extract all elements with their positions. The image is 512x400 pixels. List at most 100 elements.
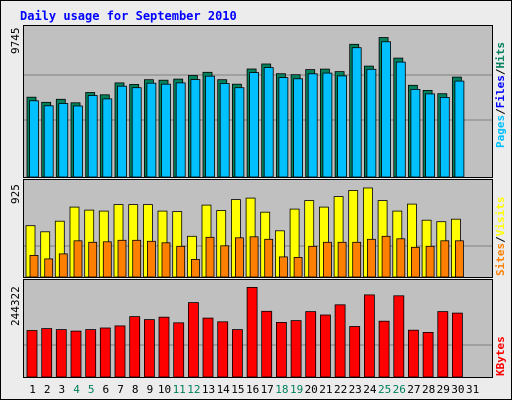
x-tick-label: 24 (363, 383, 377, 396)
sites-bar (206, 237, 214, 277)
kbytes-bar (379, 321, 389, 377)
sites-bar (103, 242, 111, 277)
files-bar (352, 48, 361, 177)
kbytes-bar (86, 330, 96, 377)
files-bar (88, 96, 97, 178)
legend-kbytes: KBytes (494, 336, 507, 376)
sites-bar (59, 254, 67, 277)
x-tick-label: 29 (437, 383, 450, 396)
x-tick-label: 9 (147, 383, 154, 396)
sites-bar (221, 246, 229, 277)
kbytes-bar (232, 330, 242, 377)
x-tick-label: 3 (58, 383, 65, 396)
x-tick-label: 22 (334, 383, 347, 396)
sites-bar (250, 237, 258, 277)
x-tick-label: 8 (132, 383, 139, 396)
kbytes-bar (159, 317, 169, 377)
sites-bar (89, 242, 97, 277)
kbytes-bar (27, 331, 37, 378)
sites-bar (441, 241, 449, 277)
x-tick-label: 14 (217, 383, 231, 396)
files-bar (279, 78, 288, 177)
files-bar (338, 76, 347, 177)
files-bar (206, 76, 215, 177)
files-bar (382, 42, 391, 177)
files-bar (103, 99, 112, 177)
kbytes-bar (394, 296, 404, 377)
svg-text:Pages/Files/Hits: Pages/Files/Hits (494, 42, 507, 148)
x-tick-label: 4 (73, 383, 80, 396)
kbytes-bar (276, 322, 286, 377)
sites-bar (426, 246, 434, 277)
legend-sites: Sites (494, 243, 507, 276)
kbytes-bar (42, 329, 52, 377)
x-tick-label: 23 (349, 383, 362, 396)
kbytes-bar (203, 318, 213, 377)
sites-bar (191, 259, 199, 277)
legend-mid: Sites/Visits (494, 197, 507, 277)
kbytes-bar (306, 312, 316, 377)
x-tick-label: 15 (231, 383, 244, 396)
sites-bar (118, 240, 126, 277)
x-tick-label: 10 (158, 383, 171, 396)
files-bar (455, 81, 464, 177)
kbytes-bar (71, 331, 81, 377)
legend-pages: Pages (494, 115, 507, 148)
x-tick-label: 19 (290, 383, 303, 396)
sites-bar (177, 246, 185, 277)
kbytes-bar (364, 295, 374, 377)
x-tick-label: 20 (305, 383, 318, 396)
kbytes-bar (291, 321, 301, 377)
sites-bar (147, 241, 155, 277)
files-bar (132, 88, 141, 177)
x-tick-label: 13 (202, 383, 215, 396)
x-tick-label: 25 (378, 383, 391, 396)
sites-bar (353, 242, 361, 277)
kbytes-bar (144, 320, 154, 377)
kbytes-bar (335, 305, 345, 377)
kbytes-bar (247, 287, 257, 377)
chart-title: Daily usage for September 2010 (20, 9, 237, 23)
files-bar (191, 80, 200, 177)
sites-bar (455, 241, 463, 277)
x-tick-label: 18 (275, 383, 288, 396)
files-bar (162, 84, 171, 177)
files-bar (118, 86, 127, 177)
sites-bar (133, 240, 141, 277)
files-bar (74, 106, 83, 177)
x-tick-label: 6 (102, 383, 109, 396)
x-tick-label: 17 (261, 383, 274, 396)
sites-bar (382, 236, 390, 277)
legend-files: Files (494, 75, 507, 108)
files-bar (411, 89, 420, 177)
kbytes-bar (188, 303, 198, 377)
legend-top: Pages/Files/Hits (494, 42, 507, 148)
sites-bar (397, 239, 405, 277)
x-tick-label: 11 (173, 383, 186, 396)
y-max-label: 244322 (9, 286, 22, 326)
kbytes-bar (130, 317, 140, 377)
x-tick-label: 30 (451, 383, 464, 396)
x-tick-label: 16 (246, 383, 259, 396)
files-bar (220, 84, 229, 178)
sites-bar (323, 242, 331, 277)
x-tick-label: 12 (187, 383, 200, 396)
sites-bar (367, 239, 375, 277)
files-bar (396, 62, 405, 177)
kbytes-bar (438, 312, 448, 377)
sites-bar (45, 259, 53, 277)
x-tick-label: 27 (407, 383, 420, 396)
sites-bar (309, 246, 317, 277)
sites-bar (279, 257, 287, 277)
sites-bar (162, 243, 170, 277)
kbytes-bar (218, 322, 228, 377)
files-bar (264, 68, 273, 177)
x-tick-label: 31 (466, 383, 479, 396)
kbytes-bar (423, 332, 433, 377)
x-tick-label: 2 (44, 383, 51, 396)
kbytes-bar (174, 323, 184, 377)
x-tick-label: 28 (422, 383, 435, 396)
sites-bar (235, 238, 243, 277)
files-bar (30, 101, 39, 177)
files-bar (44, 106, 53, 177)
